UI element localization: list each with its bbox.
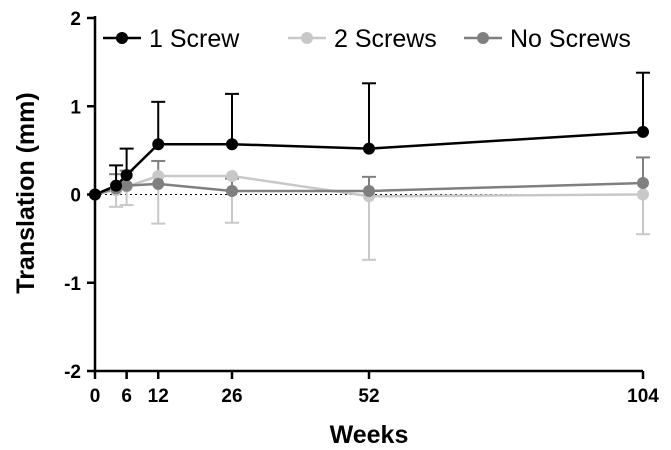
1-screw-data-point bbox=[120, 169, 133, 182]
2-screws-data-point bbox=[637, 188, 649, 201]
no-screws-data-point bbox=[226, 184, 238, 197]
legend-marker-2-screws bbox=[301, 32, 313, 44]
y-tick-label: -2 bbox=[64, 362, 81, 383]
legend-background bbox=[97, 18, 645, 58]
no-screws-data-point bbox=[152, 177, 165, 190]
x-tick-label: 52 bbox=[358, 386, 379, 407]
legend: 1 Screw 2 Screws No Screws bbox=[103, 25, 631, 53]
x-tick-label: 12 bbox=[148, 386, 169, 407]
1-screw-data-point bbox=[152, 138, 165, 151]
y-tick-label: 2 bbox=[70, 9, 81, 30]
1-screw-data-point bbox=[363, 142, 375, 155]
1-screw-data-point bbox=[226, 138, 238, 151]
y-tick-label: 1 bbox=[70, 97, 81, 118]
legend-label-no-screws: No Screws bbox=[510, 25, 631, 53]
data-points-layer bbox=[89, 125, 649, 203]
1-screw-data-point bbox=[110, 179, 123, 192]
legend-label-2-screws: 2 Screws bbox=[334, 25, 437, 53]
no-screws-data-point bbox=[637, 177, 649, 190]
legend-label-1-screw: 1 Screw bbox=[149, 25, 240, 53]
x-tick-label: 0 bbox=[90, 386, 101, 407]
y-tick-label: -1 bbox=[64, 274, 81, 295]
y-axis-title: Translation (mm) bbox=[12, 92, 40, 293]
no-screws-data-point bbox=[120, 179, 133, 192]
2-screws-data-point bbox=[226, 169, 238, 182]
x-tick-label: 6 bbox=[121, 386, 132, 407]
error-bars-layer bbox=[109, 71, 650, 261]
x-axis-title: Weeks bbox=[330, 421, 409, 449]
no-screws-data-point bbox=[363, 184, 375, 197]
legend-marker-1-screw bbox=[116, 32, 128, 44]
legend-marker-no-screws bbox=[477, 32, 489, 44]
x-tick-label: 26 bbox=[221, 386, 242, 407]
x-tick-label: 104 bbox=[627, 386, 659, 407]
1-screw-data-point bbox=[637, 125, 649, 138]
y-tick-label: 0 bbox=[70, 186, 81, 207]
